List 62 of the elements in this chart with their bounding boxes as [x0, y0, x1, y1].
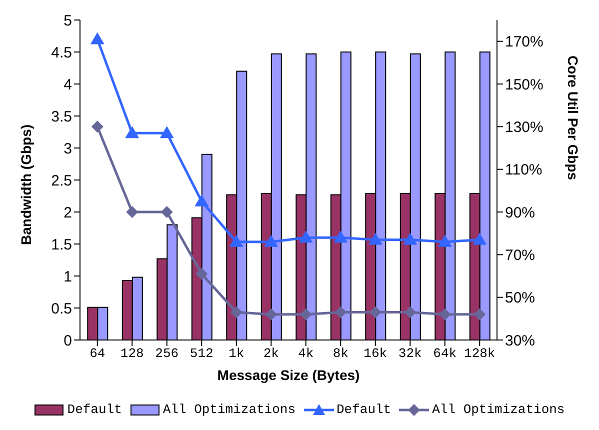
point	[91, 120, 104, 133]
point	[229, 234, 244, 247]
point	[126, 206, 138, 218]
x-tick-label: 256	[155, 346, 179, 362]
x-tick-label: 16k	[364, 346, 388, 362]
y-tick-label: 4	[64, 76, 72, 94]
point	[300, 308, 312, 320]
y-tick-label: 1.5	[51, 236, 72, 254]
x-tick-label: 8k	[332, 346, 349, 362]
legend-label: All Optimizations	[162, 402, 296, 417]
x-tick-label: 128	[120, 346, 144, 362]
y2-axis-title: Core Util Per Gbps	[565, 56, 582, 180]
point	[334, 306, 347, 318]
point	[160, 126, 174, 138]
point	[230, 306, 242, 318]
point	[90, 32, 104, 44]
legend-label: Default	[336, 402, 392, 417]
point	[160, 206, 173, 218]
y-tick-label: 0	[64, 332, 72, 350]
point	[125, 126, 140, 138]
y-tick-label: 2	[64, 204, 72, 222]
point	[369, 306, 382, 318]
y2-tick-label: 70%	[505, 246, 536, 264]
y2-tick-label: 50%	[505, 290, 536, 307]
point	[265, 308, 278, 320]
y2-tick-label: 170%	[505, 34, 544, 51]
x-tick-label: 64k	[433, 346, 457, 362]
point	[403, 232, 418, 245]
point	[438, 234, 452, 247]
point	[334, 230, 348, 243]
legend-label: Default	[67, 402, 122, 417]
y2-tick-label: 90%	[505, 204, 536, 222]
point	[404, 306, 416, 318]
y-tick-label: 3	[64, 140, 72, 158]
y2-tick-label: 30%	[505, 332, 536, 350]
x-tick-label: 64	[90, 346, 106, 362]
point	[264, 234, 278, 247]
point	[196, 268, 208, 280]
y2-tick-label: 130%	[505, 118, 544, 136]
x-tick-label: 1k	[228, 346, 244, 362]
point	[474, 308, 486, 320]
y-tick-label: 4.5	[51, 44, 72, 62]
y-tick-label: 5	[64, 12, 72, 30]
point	[298, 230, 313, 243]
point	[368, 232, 382, 245]
x-tick-label: 512	[190, 346, 214, 362]
y-tick-label: 0.5	[51, 300, 72, 318]
x-tick-label: 128k	[464, 346, 496, 362]
y2-tick-label: 110%	[505, 162, 542, 179]
y-tick-label: 1	[64, 268, 72, 286]
point	[194, 194, 209, 206]
x-tick-label: 32k	[398, 346, 422, 362]
x-tick-label: 2k	[263, 346, 280, 362]
x-axis-title: Message Size (Bytes)	[217, 367, 360, 383]
y2-tick-label: 150%	[505, 76, 544, 94]
y-tick-label: 2.5	[51, 172, 72, 190]
y-axis-title: Bandwidth (Gbps)	[18, 124, 34, 245]
x-tick-label: 4k	[298, 346, 314, 362]
legend-label: All Optimizations	[432, 402, 565, 417]
point	[438, 308, 451, 320]
point	[472, 232, 487, 245]
y-tick-label: 3.5	[51, 108, 72, 126]
